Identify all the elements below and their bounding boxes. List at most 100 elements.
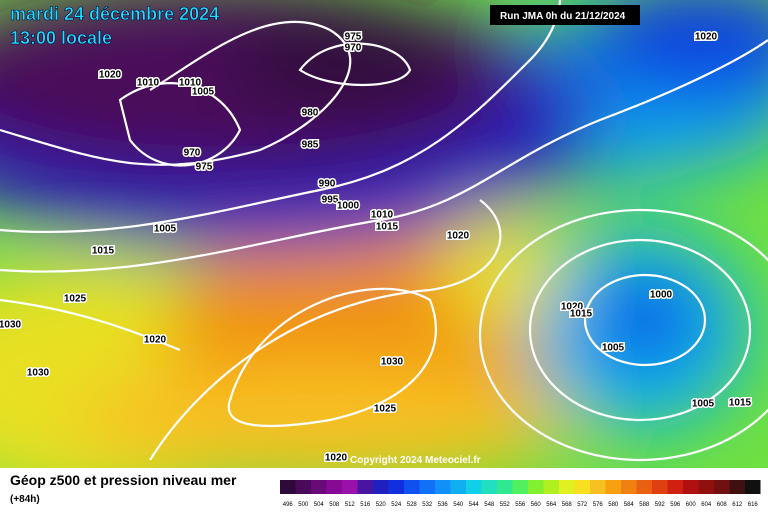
isobar-label: 1025 bbox=[64, 294, 87, 305]
scale-label: 584 bbox=[624, 502, 635, 508]
scale-label: 576 bbox=[593, 502, 604, 508]
scale-label: 540 bbox=[453, 502, 464, 508]
isobar-label: 1015 bbox=[729, 398, 752, 409]
scale-swatch bbox=[698, 480, 714, 494]
scale-swatch bbox=[574, 480, 590, 494]
isobar-label: 1010 bbox=[371, 210, 394, 221]
isobar-label: 1020 bbox=[99, 70, 122, 81]
time-title: 13:00 locale bbox=[10, 28, 112, 48]
scale-label: 612 bbox=[732, 502, 743, 508]
run-box bbox=[490, 5, 640, 25]
scale-label: 604 bbox=[701, 502, 712, 508]
isobar-label: 980 bbox=[302, 108, 319, 119]
scale-swatch bbox=[481, 480, 497, 494]
isobars bbox=[0, 0, 768, 462]
scale-label: 568 bbox=[562, 502, 573, 508]
scale-swatch bbox=[419, 480, 435, 494]
isobar-label: 1020 bbox=[447, 231, 470, 242]
scale-swatch bbox=[621, 480, 637, 494]
scale-label: 512 bbox=[345, 502, 356, 508]
scale-swatch bbox=[745, 480, 761, 494]
isobar-label: 990 bbox=[319, 179, 336, 190]
scale-label: 608 bbox=[717, 502, 728, 508]
scale-swatch bbox=[388, 480, 404, 494]
scale-label: 500 bbox=[298, 502, 309, 508]
isobar-label: 1030 bbox=[27, 368, 50, 379]
scale-label: 528 bbox=[407, 502, 418, 508]
scale-swatch bbox=[326, 480, 342, 494]
scale-swatch bbox=[497, 480, 513, 494]
scale-label: 516 bbox=[360, 502, 371, 508]
copyright: Copyright 2024 Meteociel.fr bbox=[350, 455, 481, 466]
scale-swatch bbox=[342, 480, 358, 494]
scale-label: 504 bbox=[314, 502, 325, 508]
isobar-label: 1010 bbox=[179, 78, 202, 89]
isobar-label: 1010 bbox=[137, 78, 160, 89]
isobar-label: 1020 bbox=[695, 32, 718, 43]
isobar-label: 1005 bbox=[192, 87, 215, 98]
scale-swatch bbox=[729, 480, 745, 494]
isobar-label: 975 bbox=[345, 32, 362, 43]
scale-label: 508 bbox=[329, 502, 340, 508]
scale-swatch bbox=[636, 480, 652, 494]
scale-label: 548 bbox=[484, 502, 495, 508]
isobar-label: 1000 bbox=[650, 290, 673, 301]
scale-label: 556 bbox=[515, 502, 526, 508]
scale-swatch bbox=[404, 480, 420, 494]
isobar-label: 1030 bbox=[381, 357, 404, 368]
scale-swatch bbox=[280, 480, 296, 494]
isobar-label: 1030 bbox=[0, 320, 22, 331]
isobar-label: 1015 bbox=[570, 309, 593, 320]
scale-swatch bbox=[311, 480, 327, 494]
scale-label: 520 bbox=[376, 502, 387, 508]
scale-label: 572 bbox=[577, 502, 588, 508]
scale-label: 596 bbox=[670, 502, 681, 508]
scale-swatch bbox=[528, 480, 544, 494]
scale-label: 580 bbox=[608, 502, 619, 508]
scale-label: 524 bbox=[391, 502, 402, 508]
scale-label: 616 bbox=[748, 502, 759, 508]
scale-label: 496 bbox=[283, 502, 294, 508]
scale-swatch bbox=[543, 480, 559, 494]
isobar-label: 1015 bbox=[92, 246, 115, 257]
scale-label: 532 bbox=[422, 502, 433, 508]
scale-swatch bbox=[512, 480, 528, 494]
scale-swatch bbox=[667, 480, 683, 494]
run-label: Run JMA 0h du 21/12/2024 bbox=[500, 11, 626, 22]
isobar-label: 1020 bbox=[144, 335, 167, 346]
scale-swatch bbox=[357, 480, 373, 494]
isobar-label: 1005 bbox=[154, 224, 177, 235]
scale-swatch bbox=[559, 480, 575, 494]
field: mardi 24 décembre 2024 13:00 locale Run … bbox=[0, 0, 768, 468]
scale-swatch bbox=[683, 480, 699, 494]
isobar-label: 1005 bbox=[602, 343, 625, 354]
scale-swatch bbox=[714, 480, 730, 494]
color-scale: 496 500 504 508 512 516 520 524 528 532 536 540 544 5… bbox=[280, 480, 761, 508]
date-title: mardi 24 décembre 2024 bbox=[10, 4, 219, 24]
scale-label: 600 bbox=[686, 502, 697, 508]
scale-swatch bbox=[466, 480, 482, 494]
scale-label: 588 bbox=[639, 502, 650, 508]
scale-swatch bbox=[435, 480, 451, 494]
isobar-label: 1025 bbox=[374, 404, 397, 415]
isobar-label: 1020 bbox=[325, 453, 348, 464]
scale-label: 536 bbox=[438, 502, 449, 508]
scale-swatch bbox=[295, 480, 311, 494]
isobar-label: 975 bbox=[196, 162, 213, 173]
scale-swatch bbox=[373, 480, 389, 494]
scale-swatch bbox=[590, 480, 606, 494]
isobar-label: 970 bbox=[184, 148, 201, 159]
isobar-label: 1015 bbox=[376, 222, 399, 233]
scale-swatch bbox=[450, 480, 466, 494]
scale-label: 564 bbox=[546, 502, 557, 508]
isobar-label: 985 bbox=[302, 140, 319, 151]
scale-label: 560 bbox=[531, 502, 542, 508]
scale-swatch bbox=[605, 480, 621, 494]
scale-label: 544 bbox=[469, 502, 480, 508]
footer-title: Géop z500 et pression niveau mer bbox=[10, 472, 237, 488]
scale-swatch bbox=[652, 480, 668, 494]
isobar-label: 970 bbox=[345, 43, 362, 54]
isobar-label: 1020 bbox=[561, 302, 584, 313]
